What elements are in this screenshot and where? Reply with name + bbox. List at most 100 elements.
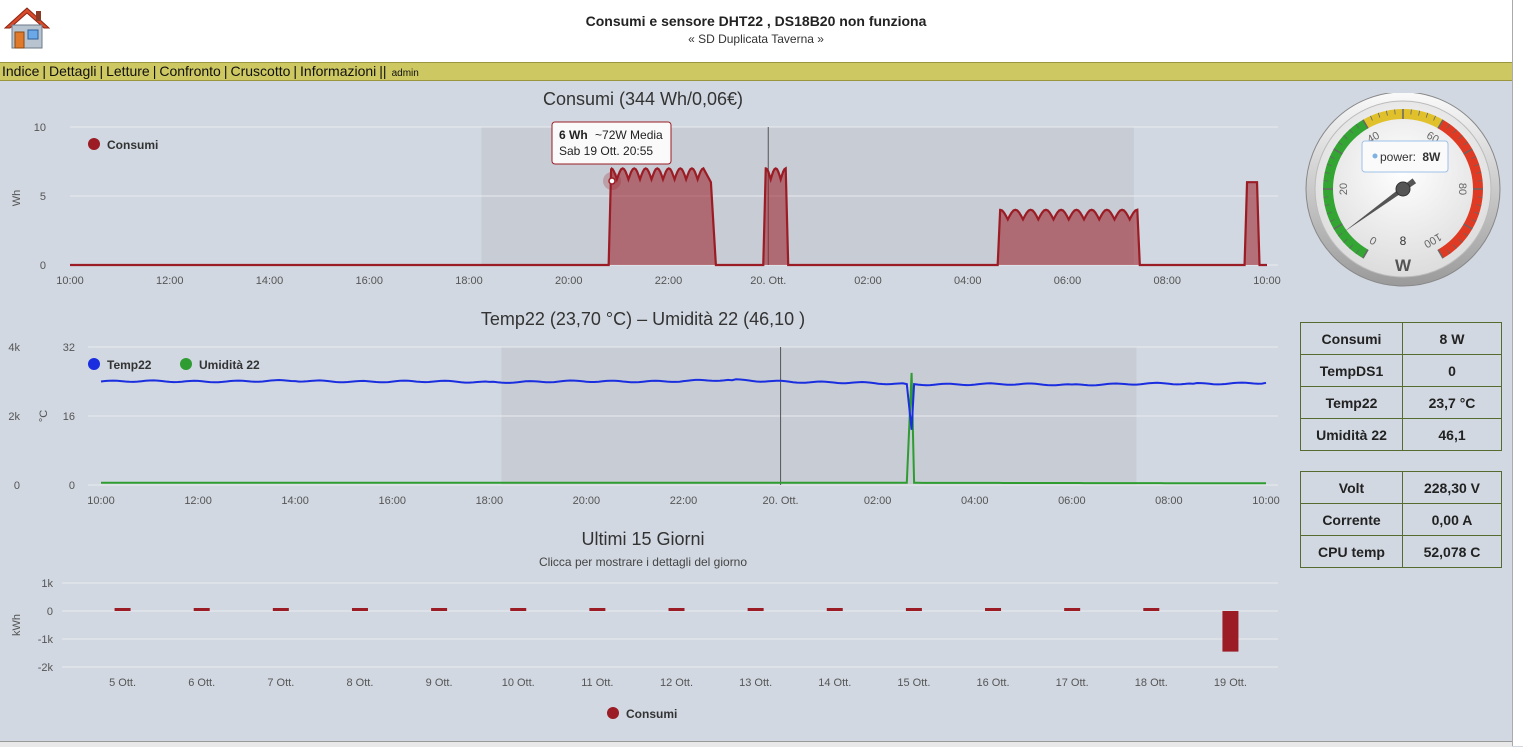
gauge-tick xyxy=(1362,249,1369,259)
bar[interactable] xyxy=(1064,608,1081,611)
x-tick-label: 10 Ott. xyxy=(502,677,535,689)
x-tick-label: 02:00 xyxy=(864,495,892,507)
umidita-line xyxy=(101,372,1266,485)
gauge-value-label: 8 xyxy=(1400,234,1407,248)
last-15-days-chart[interactable]: Ultimi 15 Giorni Clicca per mostrare i d… xyxy=(0,522,1290,732)
x-tick-label: 18:00 xyxy=(476,495,504,507)
bar[interactable] xyxy=(510,608,527,611)
chart-subtitle: Clicca per mostrare i dettagli del giorn… xyxy=(539,555,747,569)
gauge-tick xyxy=(1385,110,1388,116)
x-tick-label: 14:00 xyxy=(281,495,309,507)
nav-item-confronto[interactable]: Confronto xyxy=(159,63,221,79)
bar[interactable] xyxy=(905,608,922,611)
bar[interactable] xyxy=(351,608,368,611)
row-value: 0,00 A xyxy=(1402,503,1502,536)
x-tick-label: 22:00 xyxy=(670,495,698,507)
nav-item-cruscotto[interactable]: Cruscotto xyxy=(230,63,291,79)
page-subtitle: « SD Duplicata Taverna » xyxy=(688,32,824,46)
gauge-pivot xyxy=(1395,181,1411,197)
gauge-tick-label: 80 xyxy=(1456,183,1468,195)
legend-item-consumi[interactable]: Consumi xyxy=(107,138,158,152)
nav-item-informazioni[interactable]: Informazioni xyxy=(300,63,377,79)
gauge-tick xyxy=(1338,232,1343,237)
scrollbar[interactable] xyxy=(1512,0,1523,746)
row-value: 0 xyxy=(1402,354,1502,387)
x-tick-label: 02:00 xyxy=(854,275,882,287)
gauge-band xyxy=(1323,119,1368,259)
x-tick-label: 12:00 xyxy=(156,275,184,287)
y-tick-label: 0 xyxy=(40,260,46,272)
nav-item-dettagli[interactable]: Dettagli xyxy=(49,63,97,79)
nav-separator: | xyxy=(99,63,104,79)
gauge-tick xyxy=(1437,119,1444,129)
x-tick-label: 22:00 xyxy=(655,275,683,287)
temp-humidity-chart[interactable]: Temp22 (23,70 °C) – Umidità 22 (46,10 ) … xyxy=(0,302,1290,518)
gauge-tick xyxy=(1474,163,1480,167)
gauge-tick xyxy=(1326,163,1332,167)
nav-user[interactable]: admin xyxy=(391,68,419,79)
legend-item-umidita[interactable]: Umidità 22 xyxy=(199,358,260,372)
nav-item-indice[interactable]: Indice xyxy=(2,63,40,79)
bar[interactable] xyxy=(668,608,685,611)
gauge-tick xyxy=(1329,219,1335,222)
gauge-tick xyxy=(1463,141,1468,146)
nav-item-letture[interactable]: Letture xyxy=(106,63,150,79)
bar[interactable] xyxy=(985,608,1002,611)
bar[interactable] xyxy=(193,608,210,611)
y-axis-label: kWh xyxy=(11,614,23,636)
footer-line xyxy=(0,741,1512,747)
gauge-unit: W xyxy=(1395,256,1412,275)
x-tick-label: 12 Ott. xyxy=(660,677,693,689)
gauge-tick xyxy=(1452,129,1457,134)
hover-point[interactable] xyxy=(608,177,616,185)
nav-separator: | xyxy=(293,63,298,79)
legend-item-temp22[interactable]: Temp22 xyxy=(107,358,152,372)
x-tick-label: 10:00 xyxy=(56,275,84,287)
gauge-tick xyxy=(1458,135,1463,140)
nav-separator: || xyxy=(379,63,387,79)
page-title: Consumi e sensore DHT22 , DS18B20 non fu… xyxy=(585,13,927,29)
x-tick-label: 9 Ott. xyxy=(426,677,453,689)
bar[interactable] xyxy=(747,608,764,611)
bar[interactable] xyxy=(1222,611,1239,652)
gauge-tick xyxy=(1323,196,1329,198)
svg-text:power: 8W: power: 8W xyxy=(1380,150,1441,164)
table-row: CPU temp 52,078 C xyxy=(1300,535,1502,568)
top-header: Consumi e sensore DHT22 , DS18B20 non fu… xyxy=(0,0,1513,62)
home-icon[interactable] xyxy=(4,6,50,50)
y-axis-label: °C xyxy=(38,410,50,422)
gauge-tick xyxy=(1446,124,1451,129)
nav-separator: | xyxy=(42,63,46,79)
gauge-tick xyxy=(1355,124,1360,129)
x-tick-label: 06:00 xyxy=(1054,275,1082,287)
gauge-tooltip: power: 8W xyxy=(1361,140,1449,173)
x-tick-label: 16:00 xyxy=(355,275,383,287)
y-tick-label: 0 xyxy=(47,606,53,618)
tooltip: 6 Wh ~72W Media Sab 19 Ott. 20:55 xyxy=(551,121,672,165)
bar[interactable] xyxy=(589,608,606,611)
bar[interactable] xyxy=(114,608,131,611)
x-tick-label: 6 Ott. xyxy=(188,677,215,689)
row-value: 23,7 °C xyxy=(1402,386,1502,419)
x-tick-label: 12:00 xyxy=(184,495,212,507)
consumi-chart[interactable]: Consumi (344 Wh/0,06€) Wh 0 5 10 10:00 12:0… xyxy=(0,82,1290,300)
y-tick-label: 5 xyxy=(40,191,46,203)
x-tick-label: 16 Ott. xyxy=(977,677,1010,689)
gauge-tick xyxy=(1370,115,1373,121)
bar[interactable] xyxy=(1143,608,1160,611)
bar[interactable] xyxy=(826,608,843,611)
gauge-tick xyxy=(1474,211,1480,215)
x-tick-label: 17 Ott. xyxy=(1056,677,1089,689)
gauge-band xyxy=(1438,119,1483,259)
gauge-tick xyxy=(1458,238,1463,243)
gauge-tick xyxy=(1471,219,1477,222)
bar[interactable] xyxy=(272,608,289,611)
nav-separator: | xyxy=(152,63,157,79)
y-tick-label-left: 0 xyxy=(14,480,20,492)
x-tick-label: 14:00 xyxy=(256,275,284,287)
bar[interactable] xyxy=(431,608,448,611)
legend-item-consumi[interactable]: Consumi xyxy=(626,707,677,721)
gauge-tick xyxy=(1410,109,1412,115)
x-tick-label: 11 Ott. xyxy=(581,677,613,689)
